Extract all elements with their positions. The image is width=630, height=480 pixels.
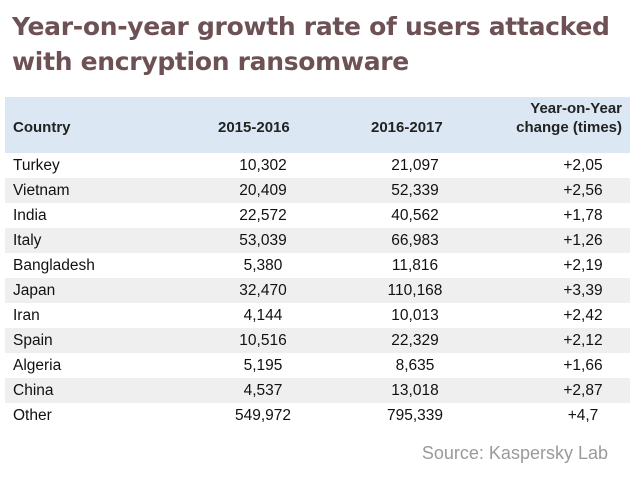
value-cell: +3,39 (563, 282, 603, 299)
country-cell: Bangladesh (13, 257, 95, 274)
country-cell: India (13, 207, 47, 224)
value-cell: 21,097 (391, 157, 439, 174)
value-cell: +1,26 (563, 232, 603, 249)
column-header: Country (13, 119, 71, 136)
value-cell: 110,168 (387, 282, 443, 299)
source: Source: Kaspersky Lab (421, 443, 608, 463)
value-cell: 52,339 (391, 182, 439, 199)
title-line: Year-on-year growth rate of users attack… (12, 12, 610, 41)
country-cell: Iran (13, 307, 40, 324)
value-cell: 8,635 (395, 357, 435, 374)
value-cell: 53,039 (239, 232, 287, 249)
value-cell: 5,380 (243, 257, 283, 274)
country-cell: Vietnam (13, 182, 70, 199)
country-cell: Algeria (13, 357, 62, 374)
table-row: Bangladesh 5,380 11,816 +2,19 (5, 253, 630, 278)
value-cell: +1,78 (563, 207, 603, 224)
value-cell: 4,144 (243, 307, 283, 324)
value-cell: +2,12 (563, 332, 603, 349)
table-row: China 4,537 13,018 +2,87 (5, 378, 630, 403)
value-cell: 32,470 (239, 282, 287, 299)
value-cell: 549,972 (234, 407, 292, 424)
value-cell: +2,87 (563, 382, 603, 399)
table-row: Turkey 10,302 21,097 +2,05 (5, 153, 630, 178)
value-cell: 10,013 (391, 307, 439, 324)
column-header: 2015-2016 (218, 119, 290, 136)
value-cell: +4,7 (567, 407, 599, 424)
value-cell: 22,329 (391, 332, 439, 349)
country-cell: China (13, 382, 54, 399)
value-cell: 4,537 (243, 382, 283, 399)
value-cell: +2,42 (563, 307, 603, 324)
value-cell: 13,018 (391, 382, 439, 399)
table-row: Italy 53,039 66,983 +1,26 (5, 228, 630, 253)
country-cell: Spain (13, 332, 53, 349)
table-row: Japan 32,470 110,168 +3,39 (5, 278, 630, 303)
value-cell: +2,56 (563, 182, 603, 199)
column-header: change (times) (516, 119, 622, 136)
table-row: Spain 10,516 22,329 +2,12 (5, 328, 630, 353)
table-row: Other 549,972 795,339 +4,7 (5, 403, 630, 428)
country-cell: Japan (13, 282, 56, 299)
value-cell: 11,816 (391, 257, 439, 274)
value-cell: 795,339 (386, 407, 444, 424)
table-row: Algeria 5,195 8,635 +1,66 (5, 353, 630, 378)
table-row: Vietnam 20,409 52,339 +2,56 (5, 178, 630, 203)
column-header: 2016-2017 (371, 119, 443, 136)
value-cell: 10,516 (239, 332, 287, 349)
country-cell: Turkey (13, 157, 60, 174)
column-header: Year-on-Year (530, 100, 622, 117)
value-cell: 10,302 (239, 157, 287, 174)
value-cell: 40,562 (391, 207, 439, 224)
value-cell: +1,66 (563, 357, 603, 374)
table-header: Country 2015-2016 2016-2017 Year-on-Year… (5, 97, 630, 153)
value-cell: 5,195 (243, 357, 283, 374)
value-cell: +2,19 (563, 257, 603, 274)
table-row: India 22,572 40,562 +1,78 (5, 203, 630, 228)
value-cell: +2,05 (563, 157, 603, 174)
value-cell: 20,409 (239, 182, 287, 199)
value-cell: 22,572 (239, 207, 287, 224)
table-row: Iran 4,144 10,013 +2,42 (5, 303, 630, 328)
title-line: with encryption ransomware (12, 47, 409, 76)
value-cell: 66,983 (391, 232, 439, 249)
country-cell: Italy (13, 232, 42, 249)
country-cell: Other (13, 407, 52, 424)
